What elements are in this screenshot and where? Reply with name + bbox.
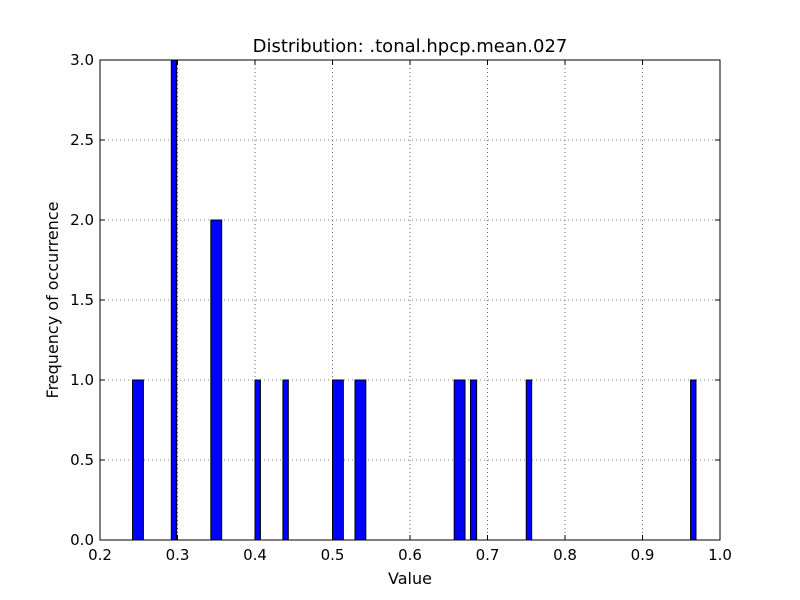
x-tick-label: 0.6 xyxy=(398,546,422,564)
y-tick-label: 2.5 xyxy=(70,131,94,149)
histogram-bars xyxy=(132,59,697,541)
x-tick-label: 0.4 xyxy=(243,546,267,564)
x-tick-label: 0.9 xyxy=(631,546,655,564)
y-tick-label: 1.0 xyxy=(70,371,94,389)
histogram-bar xyxy=(210,219,223,541)
x-tick-label: 1.0 xyxy=(708,546,732,564)
histogram-bar xyxy=(282,379,289,541)
histogram-bar xyxy=(170,59,178,541)
y-axis-label: Frequency of occurrence xyxy=(43,202,62,399)
y-tick-label: 0.5 xyxy=(70,451,94,469)
plot-area xyxy=(99,59,721,541)
x-tick-label: 0.8 xyxy=(553,546,577,564)
histogram-bar xyxy=(453,379,466,541)
y-tick-label: 3.0 xyxy=(70,51,94,69)
chart-title: Distribution: .tonal.hpcp.mean.027 xyxy=(253,36,568,57)
histogram-bar xyxy=(525,379,533,541)
y-tick-label: 1.5 xyxy=(70,291,94,309)
y-tick-label: 0.0 xyxy=(70,531,94,549)
y-axis-tick-labels: 0.0 0.5 1.0 1.5 2.0 2.5 3.0 xyxy=(70,51,94,549)
y-tick-label: 2.0 xyxy=(70,211,94,229)
x-tick-label: 0.7 xyxy=(476,546,500,564)
x-axis-tick-labels: 0.2 0.3 0.4 0.5 0.6 0.7 0.8 0.9 1.0 xyxy=(88,546,732,564)
x-tick-label: 0.5 xyxy=(321,546,345,564)
histogram-bar xyxy=(469,379,478,541)
histogram-bar xyxy=(132,379,144,541)
x-tick-label: 0.2 xyxy=(88,546,112,564)
grid-lines xyxy=(99,59,721,541)
histogram-bar xyxy=(254,379,261,541)
histogram-bar xyxy=(332,379,344,541)
x-tick-label: 0.3 xyxy=(166,546,190,564)
axis-ticks xyxy=(99,59,721,541)
histogram-bar xyxy=(354,379,367,541)
histogram-bar xyxy=(690,379,697,541)
x-axis-label: Value xyxy=(388,569,432,588)
